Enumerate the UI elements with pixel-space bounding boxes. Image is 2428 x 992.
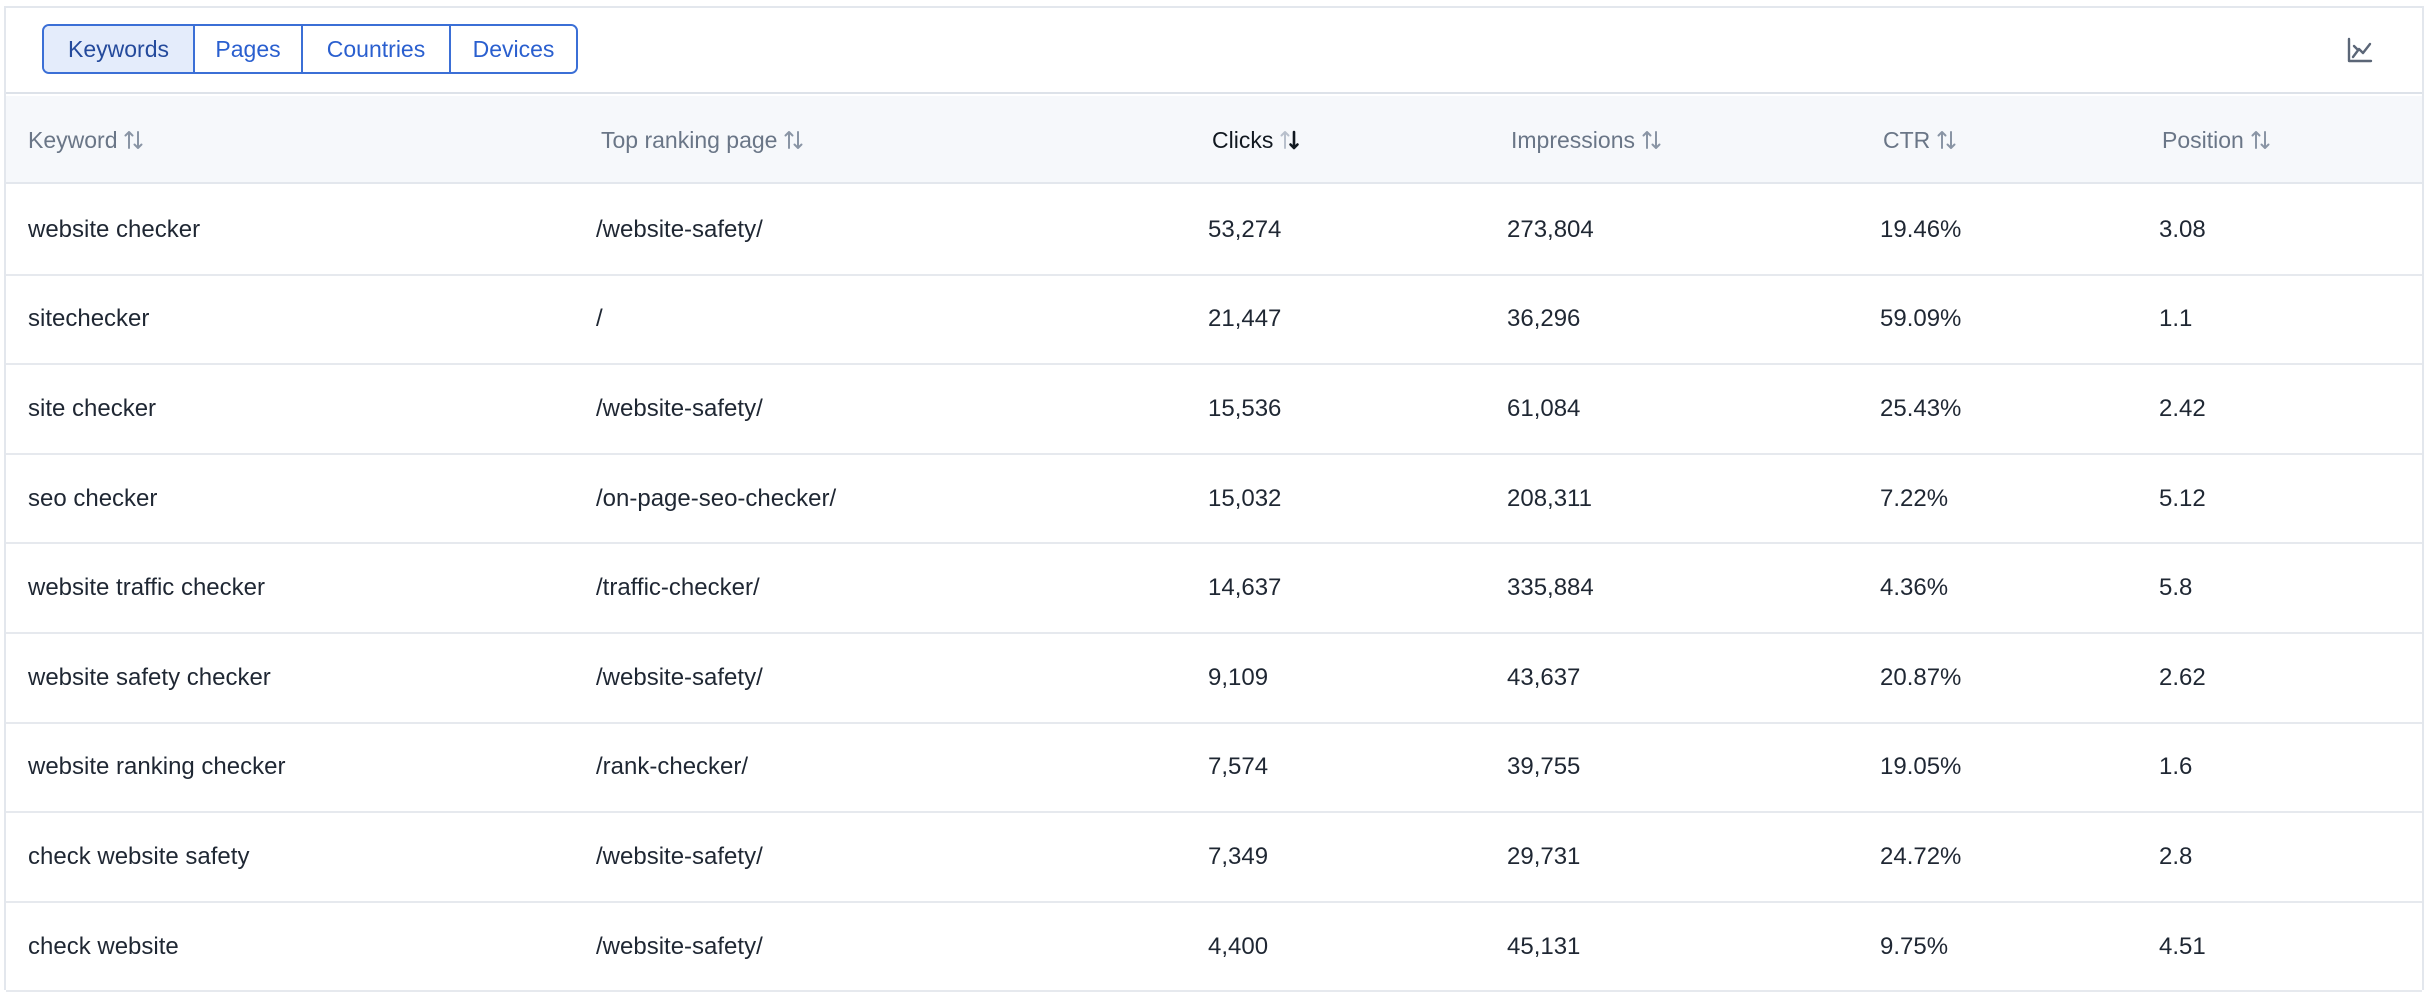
column-header-keyword[interactable]: Keyword xyxy=(28,96,144,184)
position-cell: 5.12 xyxy=(2159,484,2206,512)
keyword-cell: check website safety xyxy=(28,842,250,870)
ctr-cell: 4.36% xyxy=(1880,574,1949,602)
clicks-cell: 4,400 xyxy=(1208,932,1269,960)
ctr-cell: 20.87% xyxy=(1880,663,1962,691)
table-row[interactable]: site checker /website-safety/ 15,536 61,… xyxy=(6,365,2422,455)
chart-toggle-button[interactable] xyxy=(2342,32,2378,68)
column-header-clicks[interactable]: Clicks xyxy=(1212,96,1300,184)
table-row[interactable]: sitechecker / 21,447 36,296 59.09% 1.1 xyxy=(6,276,2422,366)
table-row[interactable]: check website safety /website-safety/ 7,… xyxy=(6,813,2422,903)
ctr-cell: 7.22% xyxy=(1880,484,1949,512)
ctr-cell: 25.43% xyxy=(1880,394,1962,422)
position-cell: 1.1 xyxy=(2159,305,2193,333)
ctr-cell: 59.09% xyxy=(1880,305,1962,333)
position-cell: 5.8 xyxy=(2159,574,2193,602)
clicks-cell: 7,574 xyxy=(1208,753,1269,781)
table-row[interactable]: check website /website-safety/ 4,400 45,… xyxy=(6,903,2422,992)
sort-icon xyxy=(784,129,804,151)
clicks-cell: 21,447 xyxy=(1208,305,1282,333)
position-cell: 2.42 xyxy=(2159,394,2206,422)
keyword-cell: sitechecker xyxy=(28,305,150,333)
column-header-label: CTR xyxy=(1883,126,1931,153)
column-header-label: Clicks xyxy=(1212,126,1274,153)
impressions-cell: 36,296 xyxy=(1507,305,1581,333)
position-cell: 2.62 xyxy=(2159,663,2206,691)
table-body: website checker /website-safety/ 53,274 … xyxy=(6,186,2422,992)
impressions-cell: 61,084 xyxy=(1507,394,1581,422)
ctr-cell: 9.75% xyxy=(1880,932,1949,960)
sort-icon xyxy=(1937,129,1957,151)
segment-tabs: Keywords Pages Countries Devices xyxy=(42,24,578,74)
column-header-top-ranking-page[interactable]: Top ranking page xyxy=(601,96,804,184)
report-toolbar: Keywords Pages Countries Devices xyxy=(6,8,2422,94)
table-row[interactable]: seo checker /on-page-seo-checker/ 15,032… xyxy=(6,455,2422,545)
keyword-cell: seo checker xyxy=(28,484,158,512)
column-header-label: Top ranking page xyxy=(601,126,778,153)
clicks-cell: 9,109 xyxy=(1208,663,1269,691)
page-cell[interactable]: /website-safety/ xyxy=(596,394,763,422)
keyword-cell: check website xyxy=(28,932,179,960)
impressions-cell: 45,131 xyxy=(1507,932,1581,960)
keyword-cell: website checker xyxy=(28,215,201,243)
clicks-cell: 7,349 xyxy=(1208,842,1269,870)
keywords-report-panel: Keywords Pages Countries Devices Keyword… xyxy=(4,6,2424,992)
page-cell[interactable]: /traffic-checker/ xyxy=(596,574,760,602)
table-row[interactable]: website checker /website-safety/ 53,274 … xyxy=(6,186,2422,276)
clicks-cell: 53,274 xyxy=(1208,215,1282,243)
sort-icon xyxy=(124,129,144,151)
sort-icon xyxy=(1642,129,1662,151)
keyword-cell: website traffic checker xyxy=(28,574,265,602)
impressions-cell: 273,804 xyxy=(1507,215,1594,243)
position-cell: 2.8 xyxy=(2159,842,2193,870)
clicks-cell: 14,637 xyxy=(1208,574,1282,602)
impressions-cell: 335,884 xyxy=(1507,574,1594,602)
keyword-cell: website safety checker xyxy=(28,663,271,691)
column-header-position[interactable]: Position xyxy=(2162,96,2271,184)
clicks-cell: 15,536 xyxy=(1208,394,1282,422)
impressions-cell: 29,731 xyxy=(1507,842,1581,870)
chart-line-icon xyxy=(2346,36,2374,64)
ctr-cell: 19.46% xyxy=(1880,215,1962,243)
position-cell: 3.08 xyxy=(2159,215,2206,243)
column-header-label: Keyword xyxy=(28,126,118,153)
page-cell[interactable]: /website-safety/ xyxy=(596,842,763,870)
tab-countries[interactable]: Countries xyxy=(301,26,449,72)
column-header-label: Impressions xyxy=(1511,126,1635,153)
keyword-cell: website ranking checker xyxy=(28,753,286,781)
table-row[interactable]: website ranking checker /rank-checker/ 7… xyxy=(6,724,2422,814)
impressions-cell: 208,311 xyxy=(1507,484,1592,512)
position-cell: 1.6 xyxy=(2159,753,2193,781)
column-header-impressions[interactable]: Impressions xyxy=(1511,96,1662,184)
page-cell[interactable]: /on-page-seo-checker/ xyxy=(596,484,837,512)
ctr-cell: 19.05% xyxy=(1880,753,1962,781)
table-row[interactable]: website traffic checker /traffic-checker… xyxy=(6,544,2422,634)
page-cell[interactable]: /website-safety/ xyxy=(596,663,763,691)
page-cell[interactable]: /website-safety/ xyxy=(596,215,763,243)
tab-devices[interactable]: Devices xyxy=(449,26,576,72)
page-cell[interactable]: / xyxy=(596,305,603,333)
keyword-cell: site checker xyxy=(28,394,157,422)
column-header-label: Position xyxy=(2162,126,2244,153)
column-header-ctr[interactable]: CTR xyxy=(1883,96,1957,184)
sort-icon xyxy=(2251,129,2271,151)
sort-descending-icon xyxy=(1280,129,1300,151)
ctr-cell: 24.72% xyxy=(1880,842,1962,870)
page-cell[interactable]: /rank-checker/ xyxy=(596,753,749,781)
tab-keywords[interactable]: Keywords xyxy=(44,26,193,72)
impressions-cell: 43,637 xyxy=(1507,663,1581,691)
table-row[interactable]: website safety checker /website-safety/ … xyxy=(6,634,2422,724)
table-header: Keyword Top ranking page Clicks Impressi… xyxy=(6,96,2422,184)
position-cell: 4.51 xyxy=(2159,932,2206,960)
clicks-cell: 15,032 xyxy=(1208,484,1282,512)
impressions-cell: 39,755 xyxy=(1507,753,1581,781)
page-cell[interactable]: /website-safety/ xyxy=(596,932,763,960)
tab-pages[interactable]: Pages xyxy=(193,26,301,72)
